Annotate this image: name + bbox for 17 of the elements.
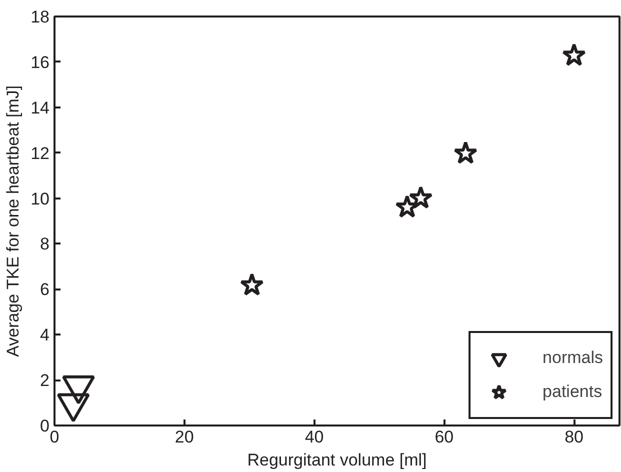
y-tick-label: 16	[30, 52, 50, 72]
y-tick-label: 14	[30, 98, 50, 118]
y-tick-label: 6	[40, 280, 50, 300]
y-axis-title: Average TKE for one heartbeat [mJ]	[4, 85, 23, 357]
legend-label: normals	[542, 348, 603, 368]
x-tick-label: 80	[564, 428, 584, 446]
y-tick-label: 12	[30, 144, 50, 163]
y-tick-label: 4	[40, 326, 50, 345]
y-tick-label: 2	[40, 371, 50, 390]
x-tick-label: 20	[174, 428, 194, 446]
x-tick-label: 60	[434, 428, 454, 446]
y-tick-label: 18	[30, 8, 50, 26]
y-tick-label: 8	[40, 234, 50, 254]
x-tick-label: 40	[304, 428, 324, 446]
y-tick-label: 10	[30, 189, 50, 208]
legend-label: patients	[542, 382, 602, 402]
x-axis-title: Regurgitant volume [ml]	[247, 450, 427, 470]
